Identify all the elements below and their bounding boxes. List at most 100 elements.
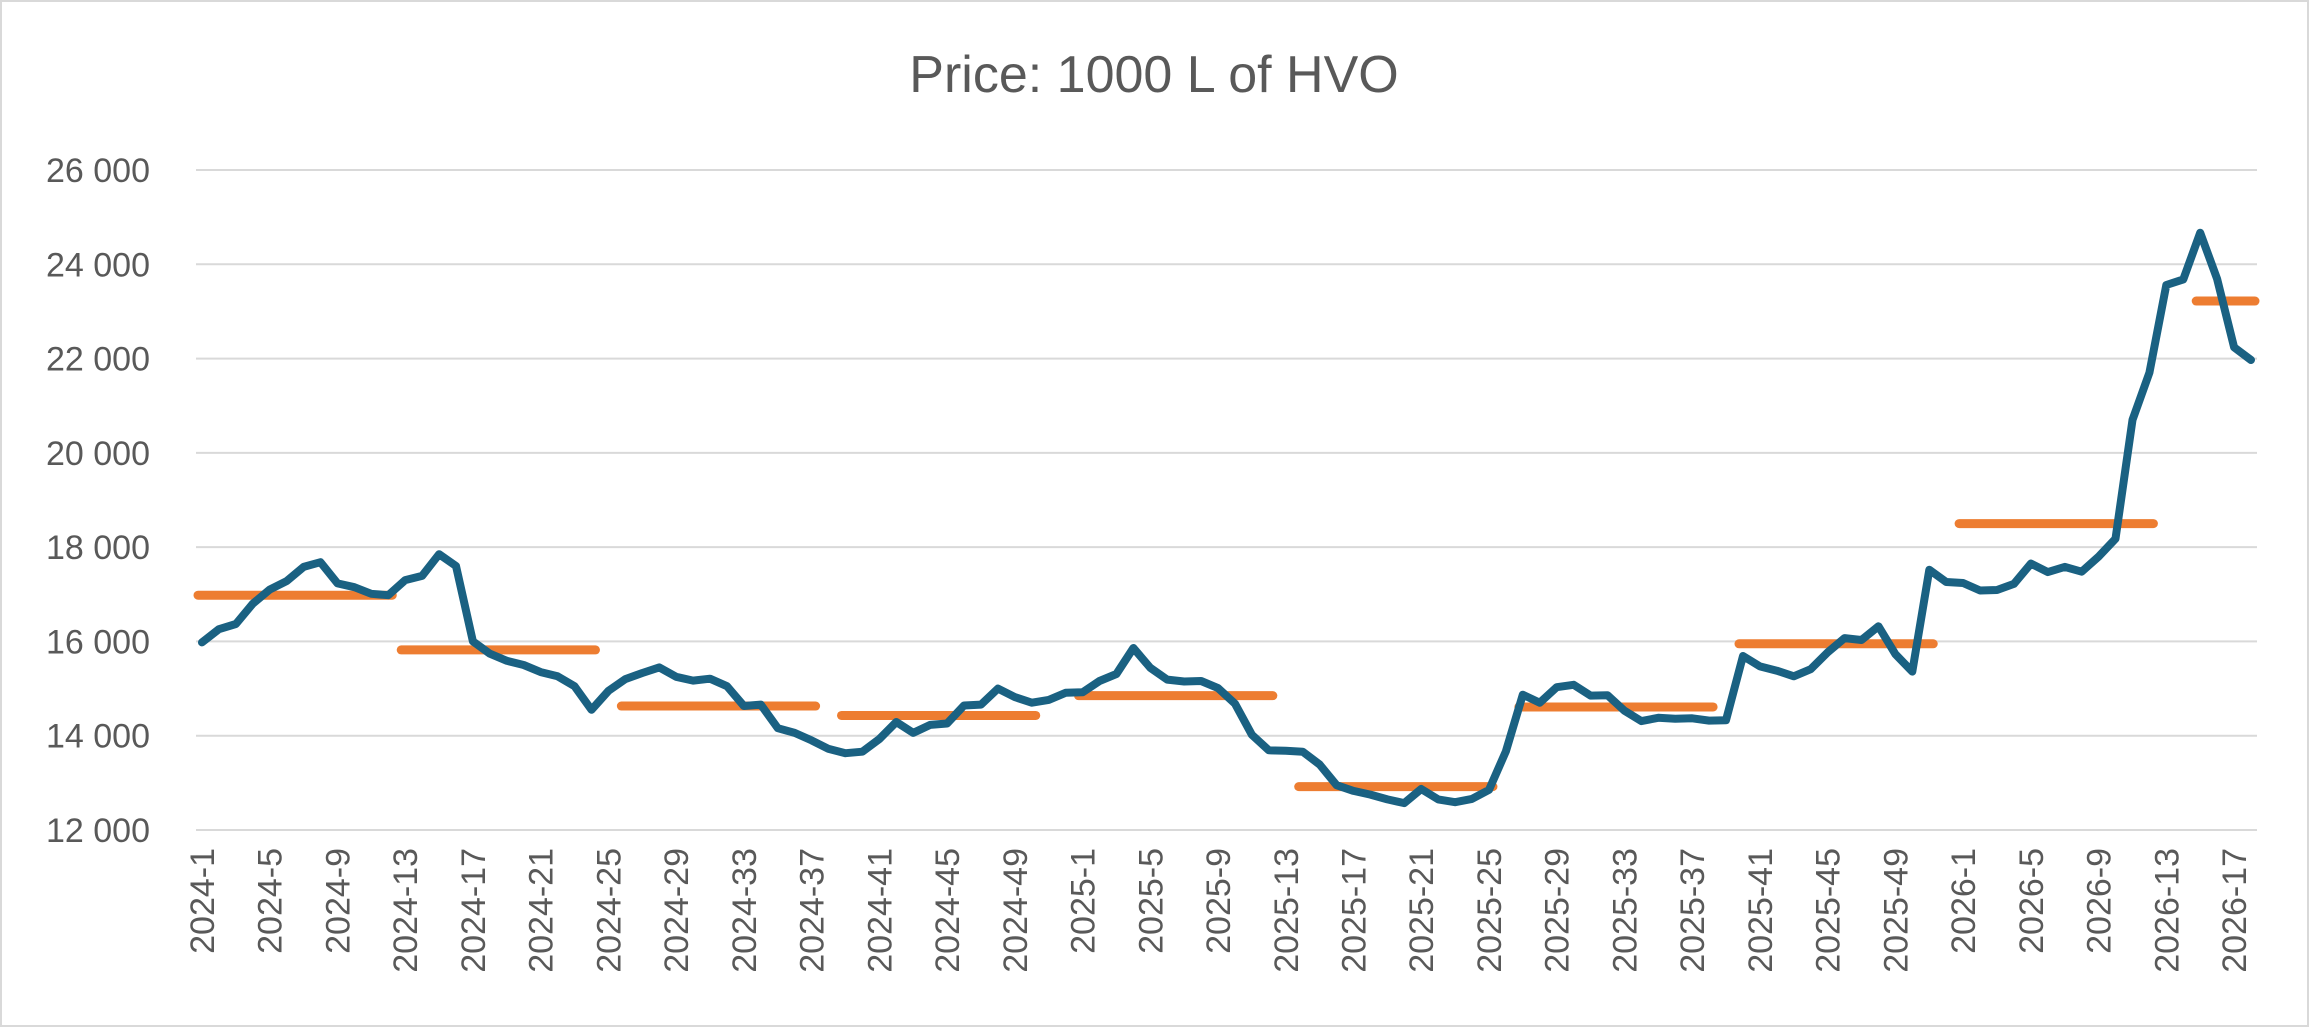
x-tick-label: 2025-45 bbox=[1810, 848, 1848, 973]
x-tick-label: 2024-29 bbox=[658, 848, 696, 973]
price-point bbox=[1858, 636, 1866, 644]
x-tick-label: 2024-25 bbox=[590, 848, 628, 973]
price-point bbox=[1841, 634, 1849, 642]
y-tick-label: 14 000 bbox=[46, 718, 150, 756]
price-point bbox=[977, 701, 985, 709]
price-point bbox=[1146, 664, 1154, 672]
price-point bbox=[672, 673, 680, 681]
price-point bbox=[350, 583, 358, 591]
x-axis-ticks: 2024-1 2024-5 2024-9 2024-13 2024-17 2024-21 2… bbox=[184, 848, 2254, 973]
price-point bbox=[2230, 343, 2238, 351]
price-point bbox=[300, 563, 308, 571]
price-point bbox=[1062, 689, 1070, 697]
price-point bbox=[1654, 714, 1662, 722]
price-point bbox=[1519, 691, 1527, 699]
price-point bbox=[1011, 693, 1019, 701]
x-tick-label: 2024-37 bbox=[794, 848, 832, 973]
price-point bbox=[317, 558, 325, 566]
price-point bbox=[2145, 369, 2153, 377]
price-point bbox=[943, 719, 951, 727]
x-tick-label: 2025-17 bbox=[1336, 848, 1374, 973]
price-point bbox=[1265, 746, 1273, 754]
x-tick-label: 2024-33 bbox=[726, 848, 764, 973]
chart-title: Price: 1000 L of HVO bbox=[909, 46, 1398, 104]
price-point bbox=[1925, 566, 1933, 574]
price-point bbox=[1282, 747, 1290, 755]
price-point bbox=[960, 702, 968, 710]
y-tick-label: 12 000 bbox=[46, 812, 150, 850]
price-point bbox=[1366, 791, 1374, 799]
price-point bbox=[1028, 699, 1036, 707]
price-series-line bbox=[198, 228, 2255, 808]
price-point bbox=[1536, 699, 1544, 707]
price-point bbox=[621, 675, 629, 683]
price-point bbox=[520, 661, 528, 669]
x-tick-label: 2024-1 bbox=[184, 848, 222, 954]
price-point bbox=[1316, 760, 1324, 768]
x-tick-label: 2024-5 bbox=[252, 848, 290, 954]
price-point bbox=[1451, 798, 1459, 806]
price-point bbox=[2179, 275, 2187, 283]
price-point bbox=[1163, 676, 1171, 684]
price-point bbox=[1942, 578, 1950, 586]
y-tick-label: 26 000 bbox=[46, 152, 150, 190]
price-point bbox=[1959, 579, 1967, 587]
x-tick-label: 2026-13 bbox=[2148, 848, 2186, 973]
x-tick-label: 2025-49 bbox=[1877, 848, 1915, 973]
x-tick-label: 2025-1 bbox=[1065, 848, 1103, 954]
price-point bbox=[2044, 568, 2052, 576]
price-point bbox=[1756, 662, 1764, 670]
price-point bbox=[587, 706, 595, 714]
x-tick-label: 2024-13 bbox=[387, 848, 425, 973]
price-point bbox=[757, 701, 765, 709]
price-point bbox=[503, 657, 511, 665]
price-point bbox=[1722, 716, 1730, 724]
price-point bbox=[858, 748, 866, 756]
price-point bbox=[2128, 416, 2136, 424]
price-point bbox=[2247, 356, 2255, 364]
price-point bbox=[875, 735, 883, 743]
price-point bbox=[841, 749, 849, 757]
price-point bbox=[1824, 648, 1832, 656]
price-point bbox=[1231, 700, 1239, 708]
price-point bbox=[909, 729, 917, 737]
price-point bbox=[1045, 696, 1053, 704]
price-point bbox=[1604, 691, 1612, 699]
price-point bbox=[2010, 580, 2018, 588]
price-point bbox=[774, 724, 782, 732]
price-point bbox=[537, 668, 545, 676]
x-tick-label: 2024-41 bbox=[861, 848, 899, 973]
price-point bbox=[435, 550, 443, 558]
price-point bbox=[469, 637, 477, 645]
price-point bbox=[689, 677, 697, 685]
price-point bbox=[1637, 717, 1645, 725]
price-point bbox=[266, 586, 274, 594]
price-point bbox=[571, 682, 579, 690]
price-point bbox=[215, 625, 223, 633]
price-point bbox=[1400, 799, 1408, 807]
price-point bbox=[1976, 587, 1984, 595]
x-tick-label: 2024-17 bbox=[455, 848, 493, 973]
series-layer bbox=[193, 228, 2260, 808]
price-point bbox=[1773, 667, 1781, 675]
price-point bbox=[2196, 229, 2204, 237]
price-point bbox=[2112, 535, 2120, 543]
y-tick-label: 24 000 bbox=[46, 246, 150, 284]
price-point bbox=[384, 591, 392, 599]
price-point bbox=[1197, 677, 1205, 685]
price-point bbox=[1790, 672, 1798, 680]
price-point bbox=[2061, 563, 2069, 571]
price-point bbox=[1079, 688, 1087, 696]
x-tick-label: 2025-41 bbox=[1742, 848, 1780, 973]
x-tick-label: 2024-9 bbox=[319, 848, 357, 954]
price-point bbox=[1587, 692, 1595, 700]
price-point bbox=[1620, 707, 1628, 715]
x-tick-label: 2025-9 bbox=[1200, 848, 1238, 954]
price-point bbox=[1807, 665, 1815, 673]
price-point bbox=[1891, 650, 1899, 658]
price-point bbox=[283, 577, 291, 585]
price-point bbox=[2078, 568, 2086, 576]
price-point bbox=[1739, 652, 1747, 660]
